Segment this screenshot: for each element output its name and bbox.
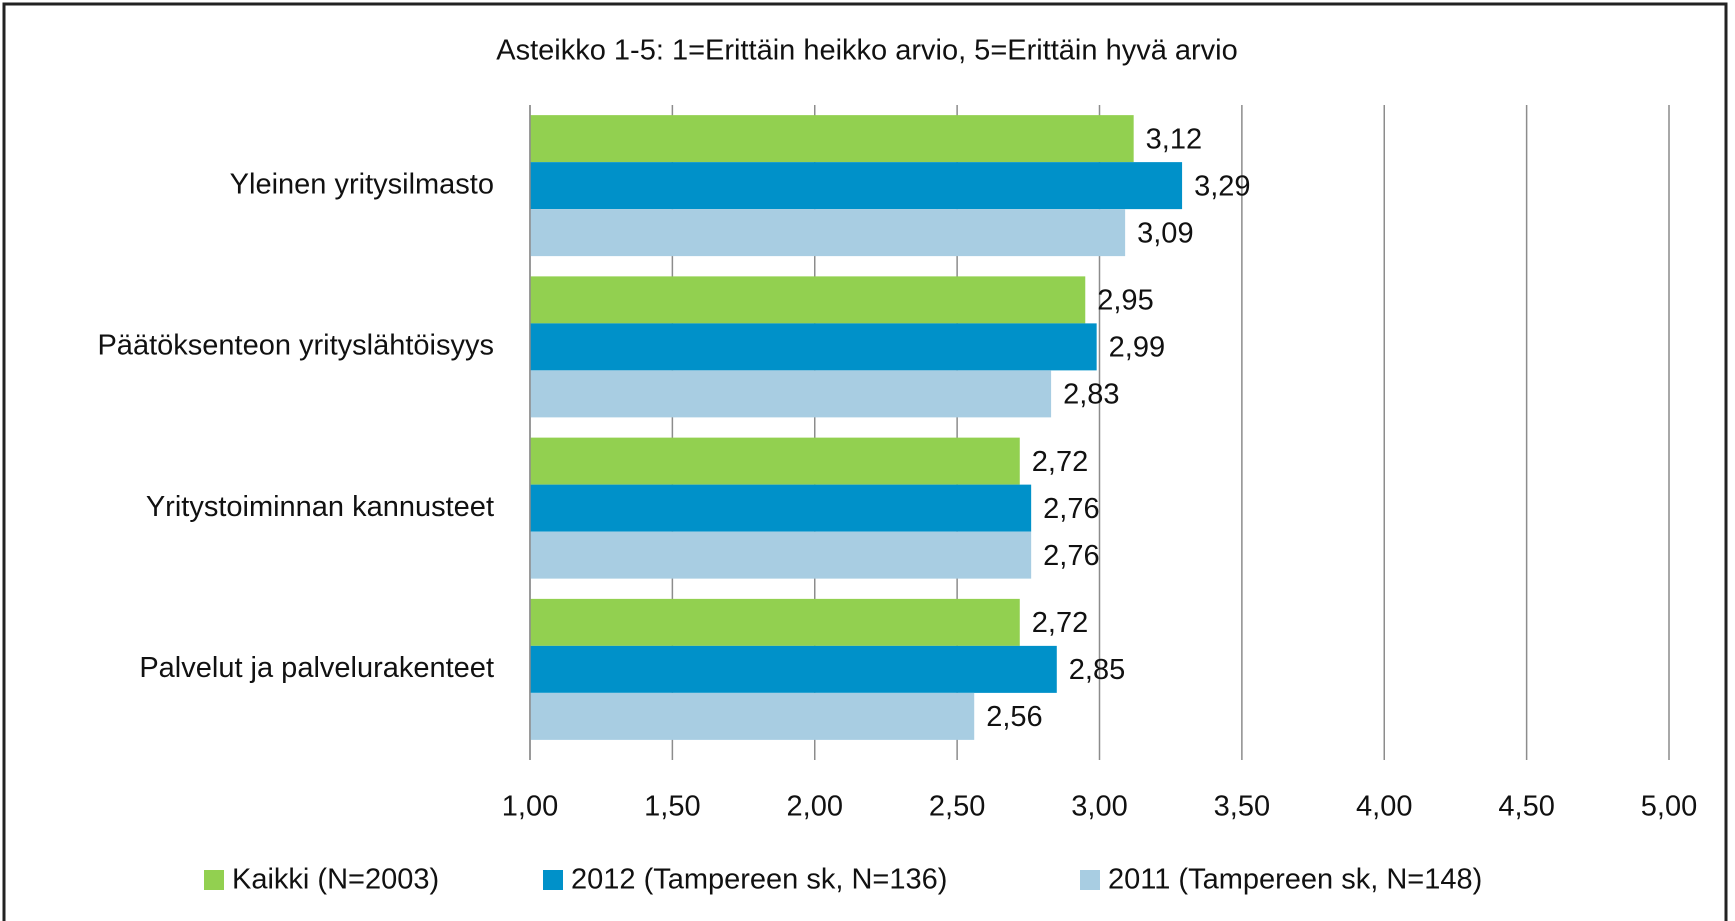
value-label: 2,99 — [1109, 332, 1165, 364]
legend-swatch — [543, 870, 563, 890]
bar — [530, 115, 1134, 163]
value-label: 2,76 — [1043, 540, 1099, 572]
bar — [530, 437, 1020, 485]
value-label: 2,76 — [1043, 493, 1099, 525]
x-tick-label: 2,50 — [929, 791, 985, 823]
bar — [530, 645, 1057, 693]
bar — [530, 370, 1052, 418]
value-label: 3,29 — [1194, 170, 1250, 202]
bar — [530, 598, 1020, 646]
x-tick-label: 4,00 — [1356, 791, 1412, 823]
value-label: 3,12 — [1146, 123, 1202, 155]
y-tick-label: Päätöksenteon yrityslähtöisyys — [97, 330, 494, 362]
bar — [530, 209, 1126, 257]
x-tick-label: 1,00 — [502, 791, 558, 823]
legend-swatch — [1080, 870, 1100, 890]
bar — [530, 162, 1183, 210]
bar — [530, 276, 1086, 324]
bar — [530, 323, 1097, 371]
bar — [530, 692, 975, 740]
legend-label: 2012 (Tampereen sk, N=136) — [571, 864, 947, 896]
x-tick-label: 5,00 — [1641, 791, 1697, 823]
x-tick-label: 3,50 — [1214, 791, 1270, 823]
value-label: 2,83 — [1063, 379, 1119, 411]
value-label: 3,09 — [1137, 217, 1193, 249]
bar — [530, 531, 1032, 579]
y-tick-label: Yritystoiminnan kannusteet — [146, 491, 494, 523]
x-tick-label: 3,00 — [1071, 791, 1127, 823]
chart-title: Asteikko 1-5: 1=Erittäin heikko arvio, 5… — [496, 35, 1237, 67]
y-tick-label: Palvelut ja palvelurakenteet — [139, 652, 494, 684]
y-tick-label: Yleinen yritysilmasto — [230, 168, 494, 200]
legend-label: 2011 (Tampereen sk, N=148) — [1108, 864, 1482, 896]
value-label: 2,72 — [1032, 607, 1088, 639]
value-label: 2,95 — [1097, 285, 1153, 317]
legend-label: Kaikki (N=2003) — [232, 864, 439, 896]
value-label: 2,85 — [1069, 654, 1125, 686]
x-tick-label: 1,50 — [644, 791, 700, 823]
x-tick-label: 2,00 — [787, 791, 843, 823]
bar — [530, 484, 1032, 532]
value-label: 2,56 — [986, 701, 1042, 733]
legend-swatch — [204, 870, 224, 890]
x-tick-label: 4,50 — [1498, 791, 1554, 823]
value-label: 2,72 — [1032, 446, 1088, 478]
